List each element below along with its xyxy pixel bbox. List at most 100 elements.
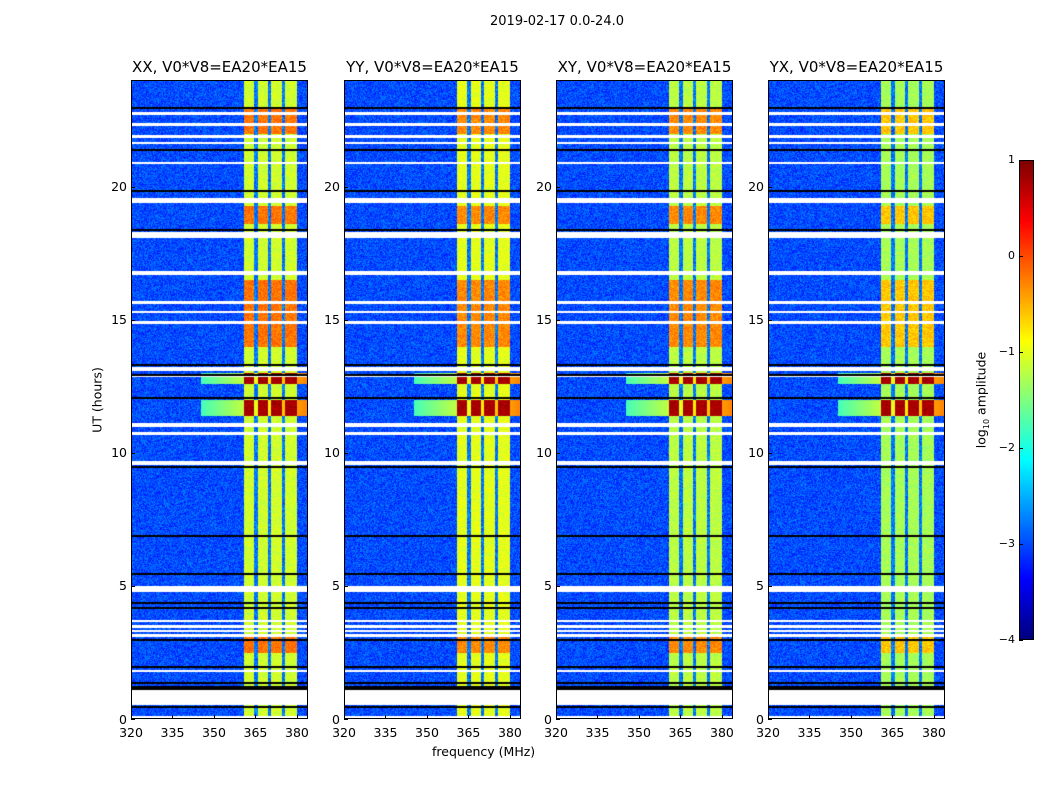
x-tick-label: 335 — [585, 725, 610, 740]
y-tick-mark — [131, 585, 135, 587]
x-tick-label: 350 — [627, 725, 651, 740]
y-tick-label: 20 — [111, 179, 127, 194]
y-tick-mark — [344, 585, 348, 587]
x-tick-mark — [597, 715, 599, 719]
y-tick-label: 15 — [324, 312, 340, 328]
axes-frame — [768, 80, 945, 719]
y-tick-mark — [768, 719, 772, 720]
heatmap-image — [344, 80, 521, 719]
colorbar-tick-label: −4 — [998, 633, 1015, 646]
colorbar-tick-mark — [1019, 448, 1023, 449]
x-tick-label: 350 — [415, 725, 439, 740]
axes-frame — [131, 80, 308, 719]
y-tick-label: 15 — [536, 312, 552, 328]
y-tick-label: 5 — [332, 578, 340, 594]
colorbar-tick-label: 0 — [1008, 249, 1015, 262]
x-axis-label: frequency (MHz) — [432, 744, 536, 759]
x-tick-label: 380 — [498, 725, 522, 740]
x-tick-mark — [213, 715, 215, 719]
y-tick-mark — [131, 186, 135, 188]
x-tick-label: 350 — [202, 725, 226, 740]
y-tick-label: 5 — [544, 578, 552, 594]
panel-title: YY, V0*V8=EA20*EA15 — [346, 58, 519, 76]
y-tick-label: 20 — [748, 179, 764, 194]
y-tick-mark — [556, 719, 560, 720]
colorbar-tick-mark — [1019, 544, 1023, 545]
y-tick-label: 15 — [111, 312, 127, 328]
y-tick-mark — [768, 452, 772, 454]
x-tick-label: 380 — [710, 725, 734, 740]
y-axis-label: UT (hours) — [89, 367, 105, 433]
y-tick-mark — [131, 319, 135, 321]
y-tick-label: 5 — [119, 578, 127, 594]
x-tick-label: 320 — [756, 725, 780, 740]
figure-title: 2019-02-17 0.0-24.0 — [490, 14, 624, 29]
y-tick-label: 15 — [748, 312, 764, 328]
y-tick-mark — [768, 585, 772, 587]
x-tick-mark — [296, 715, 298, 719]
y-tick-label: 10 — [748, 445, 764, 461]
x-tick-label: 365 — [243, 725, 268, 740]
colorbar-tick-label: 1 — [1008, 153, 1015, 166]
x-tick-mark — [892, 715, 894, 719]
y-tick-mark — [344, 319, 348, 321]
colorbar-tick-label: −3 — [998, 537, 1015, 550]
heatmap-image — [768, 80, 945, 719]
x-tick-label: 320 — [544, 725, 568, 740]
x-tick-mark — [131, 715, 132, 719]
colorbar-tick-mark — [1019, 256, 1023, 257]
x-tick-mark — [638, 715, 640, 719]
x-tick-label: 380 — [285, 725, 309, 740]
panel-title: YX, V0*V8=EA20*EA15 — [769, 58, 944, 76]
x-tick-label: 365 — [880, 725, 905, 740]
x-tick-label: 320 — [332, 725, 356, 740]
panel-title: XX, V0*V8=EA20*EA15 — [132, 58, 307, 76]
colorbar — [1019, 160, 1034, 640]
y-tick-label: 0 — [544, 711, 552, 727]
x-tick-mark — [426, 715, 428, 719]
y-tick-label: 10 — [536, 445, 552, 461]
x-tick-label: 335 — [160, 725, 185, 740]
y-tick-mark — [556, 186, 560, 188]
panel-title: XY, V0*V8=EA20*EA15 — [557, 58, 732, 76]
x-tick-label: 320 — [119, 725, 143, 740]
heatmap-image — [131, 80, 308, 719]
x-tick-mark — [172, 715, 174, 719]
y-tick-mark — [344, 452, 348, 454]
colorbar-tick-label: −1 — [998, 345, 1015, 358]
y-tick-mark — [556, 319, 560, 321]
spectrogram-panel-1: XX, V0*V8=EA20*EA15 320 335 350 365 380 0 5 10 15… — [111, 58, 309, 739]
y-tick-label: 10 — [111, 445, 127, 461]
x-tick-mark — [509, 715, 511, 719]
y-tick-mark — [131, 452, 135, 454]
y-tick-label: 0 — [332, 711, 340, 727]
x-tick-mark — [556, 715, 557, 719]
y-tick-label: 20 — [324, 179, 340, 194]
x-tick-mark — [680, 715, 682, 719]
y-tick-label: 0 — [119, 711, 127, 727]
colorbar-label-log: log — [973, 429, 989, 449]
x-tick-mark — [344, 715, 345, 719]
colorbar-gradient — [1020, 161, 1033, 639]
y-tick-mark — [556, 585, 560, 587]
axes-frame — [556, 80, 733, 719]
colorbar-tick-mark — [1019, 640, 1023, 641]
y-tick-label: 20 — [536, 179, 552, 194]
colorbar-label: log10 amplitude — [973, 352, 991, 448]
x-tick-mark — [809, 715, 811, 719]
x-tick-mark — [721, 715, 723, 719]
colorbar-tick-mark — [1019, 160, 1023, 161]
spectrogram-panel-3: XY, V0*V8=EA20*EA15 320 335 350 365 380 0 5 10 15… — [536, 58, 734, 739]
x-tick-mark — [468, 715, 470, 719]
colorbar-label-suffix: amplitude — [973, 351, 989, 419]
y-tick-mark — [556, 452, 560, 454]
x-tick-label: 350 — [839, 725, 863, 740]
x-tick-mark — [850, 715, 852, 719]
x-tick-mark — [255, 715, 257, 719]
spectrogram-panel-2: YY, V0*V8=EA20*EA15 320 335 350 365 380 0 5 10 15… — [324, 58, 522, 739]
y-tick-mark — [131, 719, 135, 720]
y-tick-label: 0 — [756, 711, 764, 727]
x-tick-mark — [385, 715, 387, 719]
x-tick-mark — [933, 715, 935, 719]
